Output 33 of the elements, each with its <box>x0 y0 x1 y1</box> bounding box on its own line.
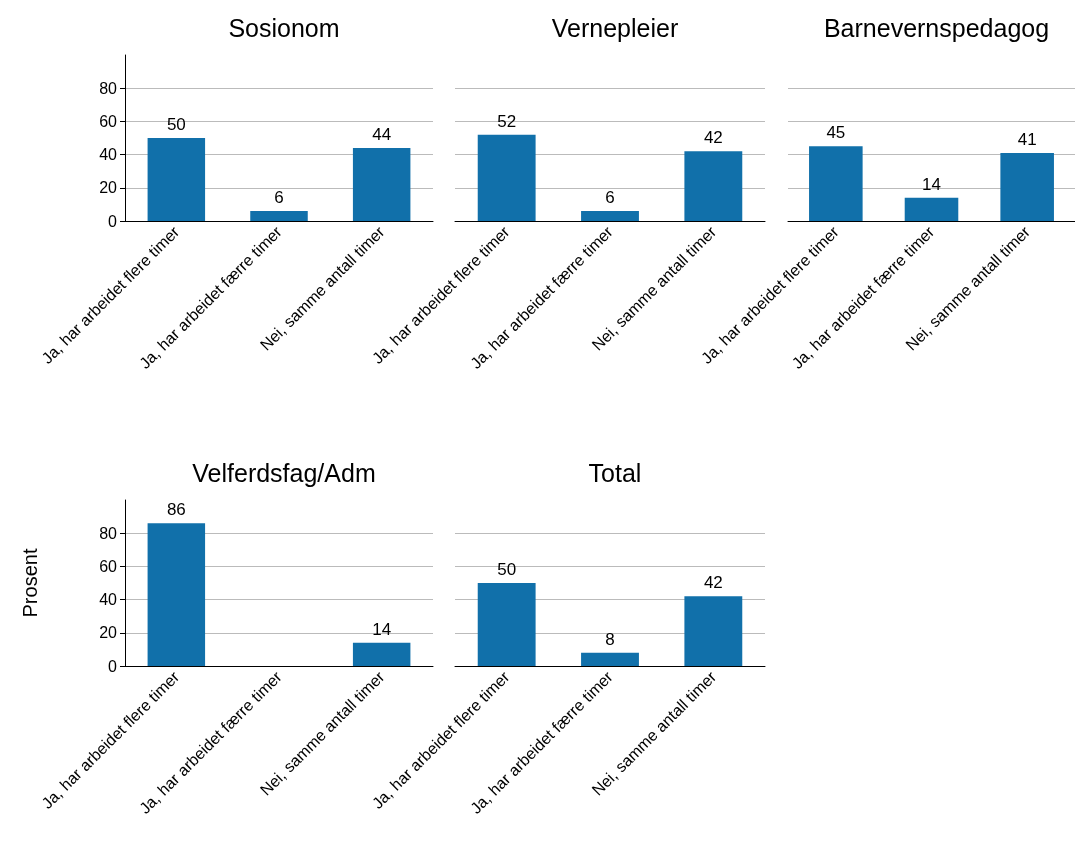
bar <box>147 138 206 221</box>
data-label: 14 <box>922 174 941 194</box>
chart-title: Velferdsfag/Adm <box>192 458 376 487</box>
data-label: 6 <box>274 188 284 208</box>
data-label: 14 <box>372 619 392 639</box>
data-label: 50 <box>166 115 186 134</box>
data-label: 44 <box>372 124 392 144</box>
y-tick-label: 80 <box>99 524 118 542</box>
data-label: 42 <box>703 128 723 148</box>
data-label: 42 <box>703 573 723 593</box>
bar <box>352 147 411 221</box>
y-axis-title: Prosent <box>19 548 41 618</box>
data-label: 45 <box>826 123 846 143</box>
data-label: 50 <box>497 560 517 579</box>
data-label: 86 <box>166 500 186 520</box>
data-label: 6 <box>605 188 615 208</box>
y-tick-label: 0 <box>108 657 118 675</box>
chart-title: Vernepleier <box>551 13 679 42</box>
y-tick-label: 0 <box>108 212 118 230</box>
bar <box>250 211 308 221</box>
y-tick-label: 60 <box>99 557 118 575</box>
y-tick-label: 20 <box>99 624 118 642</box>
y-tick-label: 40 <box>99 146 118 164</box>
chart-title: Sosionom <box>228 13 340 42</box>
y-tick-label: 20 <box>99 179 118 197</box>
chart-title: Barnevernspedagog <box>823 13 1050 42</box>
data-label: 41 <box>1017 129 1037 149</box>
y-tick-label: 40 <box>99 591 118 609</box>
data-label: 8 <box>605 629 615 649</box>
data-label: 52 <box>497 111 517 131</box>
y-tick-label: 80 <box>99 79 118 97</box>
y-tick-label: 60 <box>99 112 118 130</box>
chart-title: Total <box>588 458 642 487</box>
